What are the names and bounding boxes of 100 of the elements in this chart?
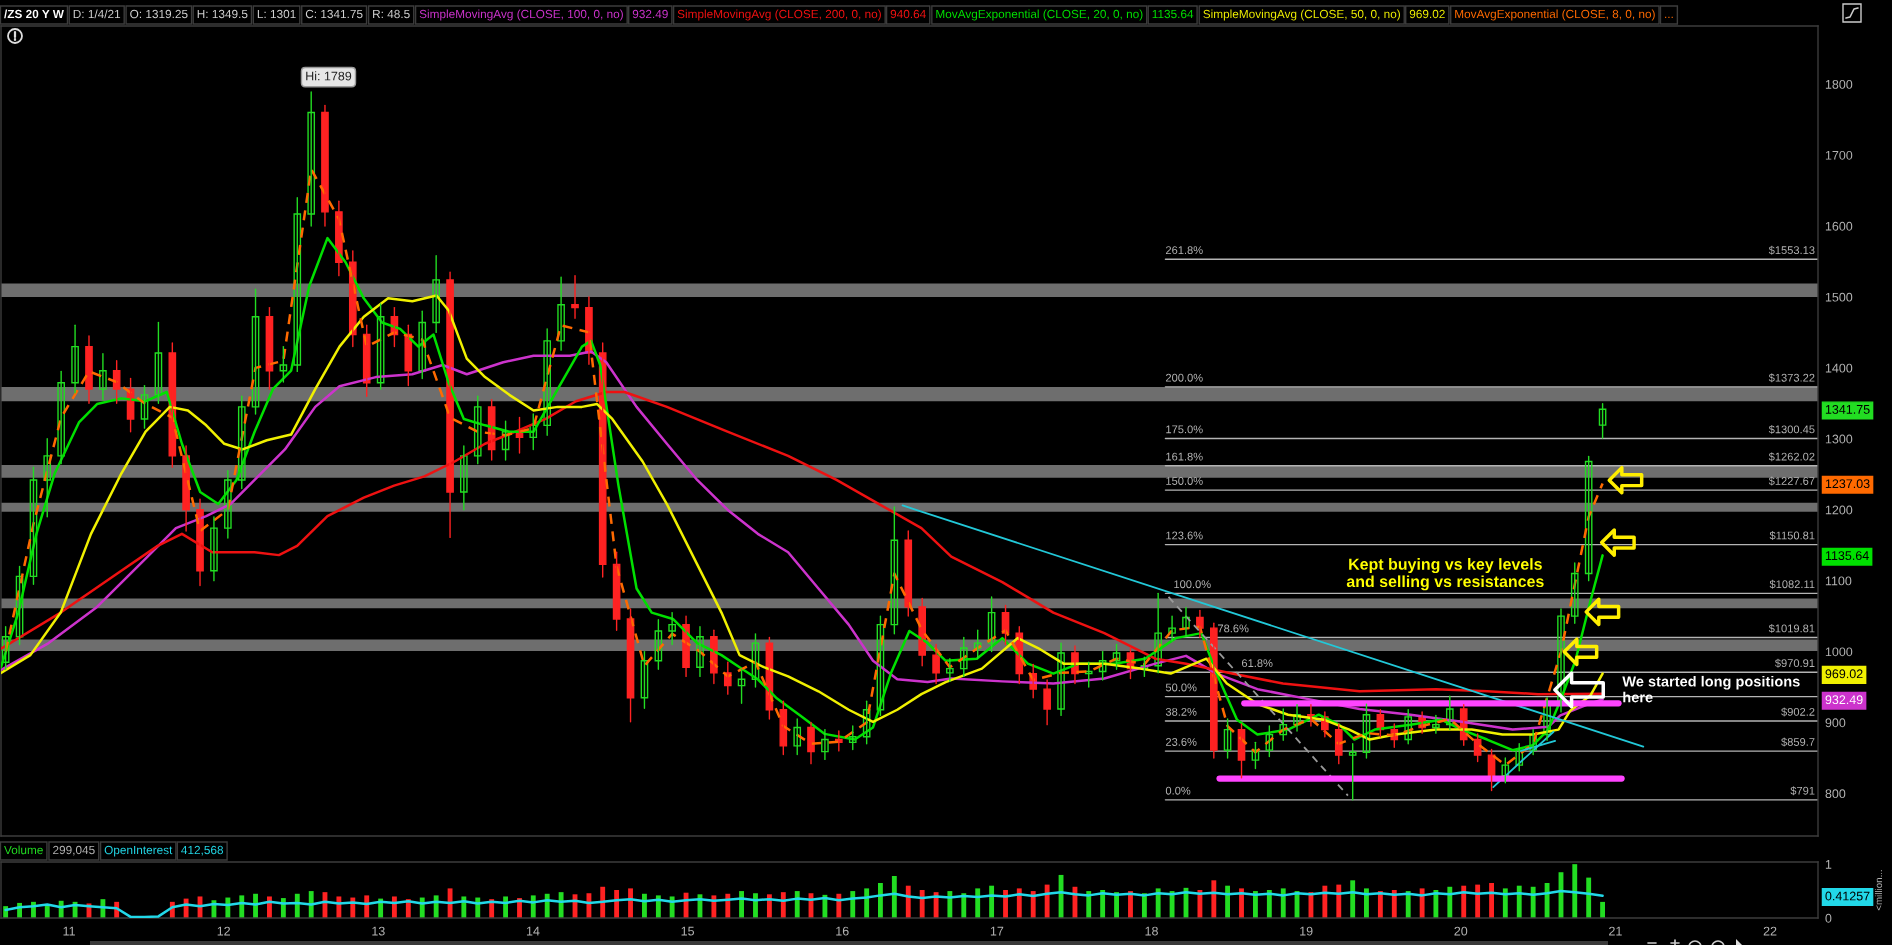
bar (614, 890, 620, 918)
series-label: 38.2% (1165, 707, 1197, 716)
bar (1489, 883, 1494, 918)
candlestick (668, 611, 676, 646)
text: 969.02 (1409, 9, 1445, 19)
bar (1211, 880, 1217, 918)
candlestick (376, 303, 385, 390)
candlestick (557, 276, 565, 351)
series-label: 23.6% (1165, 738, 1197, 746)
x-tick-label: 12 (217, 926, 230, 936)
candlestick (251, 288, 260, 415)
bar (391, 896, 397, 918)
data-label: $1262.02 (1768, 452, 1815, 462)
candlestick (1598, 402, 1607, 439)
candlestick (751, 633, 760, 688)
text: 932.49 (632, 9, 668, 19)
candlestick (71, 324, 79, 394)
y-tick-label: 1300 (1825, 434, 1853, 444)
candlestick (1432, 714, 1440, 734)
text: D: 1/4/21 (73, 9, 121, 19)
y-tick-label: 932.49 (1825, 695, 1863, 705)
data-label: $1300.45 (1768, 424, 1815, 434)
series-label: 175.0% (1166, 425, 1203, 434)
series-label: 61.8% (1241, 659, 1273, 668)
bar (891, 876, 897, 918)
candlestick (821, 728, 829, 761)
candlestick (1404, 709, 1413, 745)
y-tick-label: 1700 (1825, 150, 1853, 160)
bar (1461, 885, 1467, 918)
text: L: 1301 (257, 9, 296, 19)
candlestick (140, 384, 149, 429)
candlestick (1265, 725, 1274, 758)
bar (1280, 888, 1286, 918)
bar (628, 888, 633, 918)
candlestick (1112, 643, 1121, 671)
candlestick (1293, 704, 1301, 732)
series-label: 50.0% (1165, 683, 1197, 692)
text: O: 1319.25 (130, 9, 188, 19)
candlestick (1057, 642, 1065, 717)
candlestick (1557, 608, 1565, 713)
candlestick (154, 321, 163, 405)
candlestick (1168, 615, 1176, 642)
candlestick (862, 700, 871, 745)
chart-title: /ZS 20 Y W (4, 9, 64, 19)
y-tick-label: 1100 (1825, 576, 1852, 586)
data-label: $1373.22 (1768, 373, 1815, 383)
y-tick-label: 0.41257 (1825, 891, 1870, 901)
x-tick-label: 19 (1300, 926, 1313, 936)
bar (433, 895, 439, 918)
bar (1405, 891, 1411, 918)
text: MovAvgExponential (CLOSE, 20, 0, no) (936, 9, 1143, 21)
bar (239, 895, 245, 918)
candlestick (696, 626, 704, 678)
candlestick (432, 255, 440, 334)
candlestick (959, 636, 968, 678)
bar (1239, 888, 1244, 918)
bar (267, 896, 272, 918)
annotation: Kept buying vs key levels and selling vs resistances (1346, 558, 1544, 591)
y-tick-label: 0 (1825, 913, 1832, 923)
candlestick (29, 466, 38, 585)
bar (1447, 886, 1453, 918)
x-tick-label: 22 (1763, 926, 1777, 936)
candlestick (99, 352, 107, 401)
candlestick (946, 657, 954, 683)
x-tick-label: 15 (681, 926, 695, 936)
candlestick (640, 650, 649, 710)
data-label: $1227.67 (1768, 476, 1815, 486)
series-label: 161.8% (1166, 452, 1203, 461)
candlestick (987, 596, 996, 653)
candlestick (1570, 562, 1579, 624)
candlestick (1584, 455, 1593, 582)
series-label: 0.0% (1165, 786, 1191, 795)
candlestick (460, 445, 468, 511)
text: 412,568 (181, 845, 224, 856)
candlestick (737, 668, 746, 705)
text: H: 1349.5 (197, 9, 248, 19)
y-tick-label: 1800 (1825, 79, 1853, 89)
bar (905, 885, 911, 918)
text: SimpleMovingAvg (CLOSE, 50, 0, no) (1203, 9, 1400, 21)
bar (961, 893, 967, 918)
candlestick (1501, 757, 1510, 784)
candlestick (1529, 728, 1537, 756)
candlestick (529, 413, 538, 451)
bar (1364, 888, 1369, 918)
bar (1225, 885, 1231, 918)
candlestick (1182, 606, 1190, 637)
data-label: $859.7 (1781, 737, 1815, 747)
data-label: $1150.81 (1769, 531, 1815, 541)
data-label: $970.91 (1774, 658, 1815, 668)
data-label: $902.2 (1781, 707, 1815, 717)
text: OpenInterest (104, 845, 173, 857)
candlestick (793, 718, 802, 756)
bar (1600, 901, 1606, 918)
candlestick (973, 629, 982, 660)
candlestick (418, 310, 427, 380)
text: ... (1665, 16, 1673, 19)
y-tick-label: 1400 (1825, 363, 1853, 373)
y-tick-label: 1341.75 (1825, 404, 1870, 414)
bar (1322, 885, 1328, 918)
data-label: $1019.81 (1768, 624, 1815, 633)
